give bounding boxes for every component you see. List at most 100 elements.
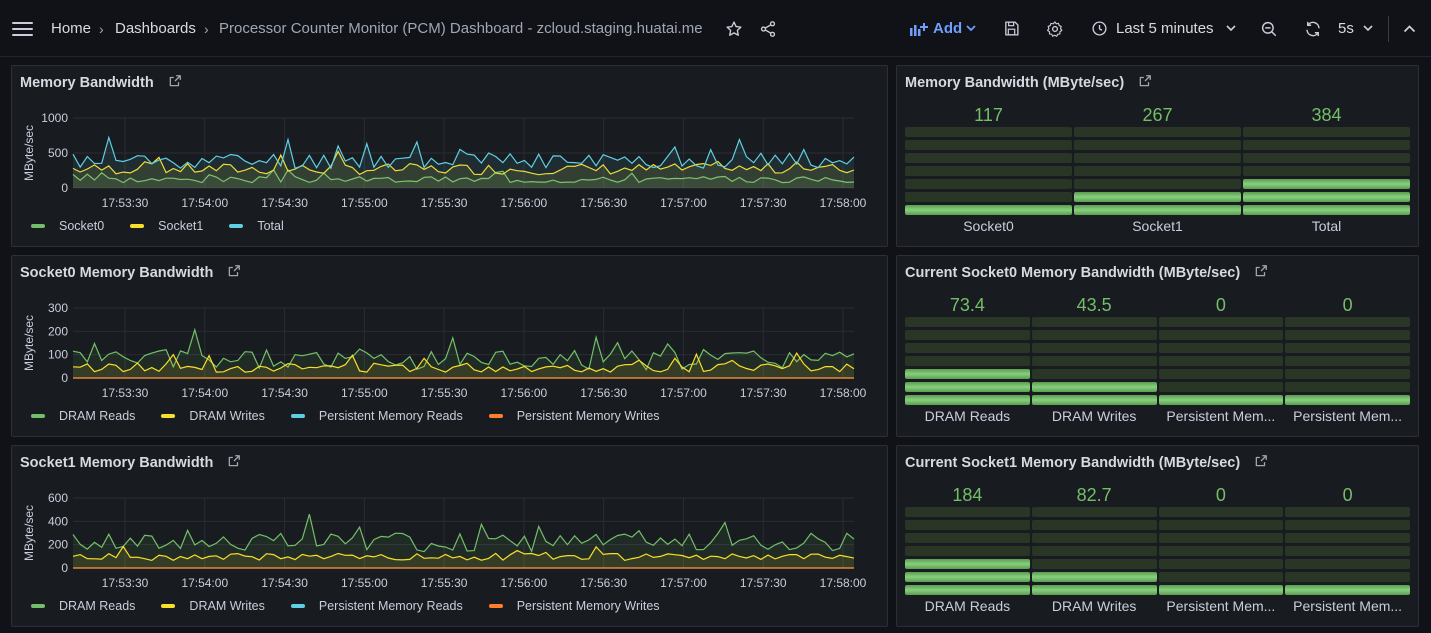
star-icon[interactable]: [725, 0, 743, 57]
gauge-cell: [1158, 317, 1284, 327]
series-line[interactable]: [72, 168, 855, 184]
external-link-icon[interactable]: [1254, 454, 1268, 472]
y-tick-label: 200: [48, 324, 68, 338]
panel-title[interactable]: Socket0 Memory Bandwidth: [20, 265, 214, 281]
refresh-interval-picker[interactable]: 5s: [1338, 0, 1373, 57]
gauge-label: Socket1: [1132, 218, 1183, 234]
series-line[interactable]: [72, 514, 855, 553]
menu-icon[interactable]: [12, 0, 34, 57]
external-link-icon[interactable]: [1254, 264, 1268, 282]
time-series-chart[interactable]: 600 400 200 0 17:53:30 17:54:00 17:54:30 17:55:…: [12, 446, 889, 628]
gauge-cell: [905, 205, 1072, 215]
x-tick-label: 17:57:00: [660, 576, 707, 590]
breadcrumb-home[interactable]: Home: [51, 20, 92, 37]
gauge-cell: [1074, 205, 1241, 215]
x-tick-label: 17:54:00: [181, 386, 228, 400]
gauge-cell: [1158, 395, 1284, 405]
gauge-value: 43.5: [1076, 295, 1112, 315]
series-line[interactable]: [72, 545, 855, 562]
memory-bandwidth-gauge-panel: Memory Bandwidth (MByte/sec) 117 Socket0 2…: [896, 65, 1419, 247]
x-tick-label: 17:57:00: [660, 196, 707, 210]
gauge-cell: [905, 520, 1030, 530]
legend-item[interactable]: Socket0: [22, 219, 104, 233]
socket1-current-bandwidth-panel: Current Socket1 Memory Bandwidth (MByte/…: [896, 445, 1419, 627]
panel-title[interactable]: Current Socket1 Memory Bandwidth (MByte/…: [905, 455, 1241, 471]
gauge-label: Total: [1311, 218, 1342, 234]
chevron-down-icon: [1225, 25, 1236, 32]
legend-item[interactable]: DRAM Writes: [152, 599, 265, 613]
top-navbar: Home › Dashboards › Processor Counter Mo…: [0, 0, 1431, 57]
gauge-cell: [1243, 153, 1410, 163]
external-link-icon[interactable]: [227, 264, 241, 282]
panel-title[interactable]: Current Socket0 Memory Bandwidth (MByte/…: [905, 265, 1241, 281]
external-link-icon[interactable]: [227, 454, 241, 472]
chevron-up-icon[interactable]: [1403, 0, 1416, 57]
legend-item[interactable]: DRAM Reads: [22, 599, 135, 613]
panel-title[interactable]: Memory Bandwidth (MByte/sec): [905, 75, 1125, 91]
legend-label: Persistent Memory Reads: [318, 599, 463, 613]
series-area: [73, 151, 854, 188]
series-line[interactable]: [72, 352, 855, 373]
gauge-label: DRAM Writes: [1051, 598, 1137, 614]
gauge-cell: [905, 546, 1030, 556]
legend-item[interactable]: Persistent Memory Writes: [480, 599, 660, 613]
legend-item[interactable]: Socket1: [121, 219, 203, 233]
gauge-cell: [1158, 343, 1284, 353]
panel-title[interactable]: Socket1 Memory Bandwidth: [20, 455, 214, 471]
gauge-cell: [905, 179, 1072, 189]
legend-item[interactable]: DRAM Writes: [152, 409, 265, 423]
gauge-cell: [1031, 559, 1157, 569]
gauge-cell: [1285, 559, 1410, 569]
y-tick-label: 500: [48, 146, 68, 160]
gauge-cell: [1158, 559, 1284, 569]
gauge-cell: [1285, 317, 1410, 327]
external-link-icon[interactable]: [1138, 74, 1152, 92]
series-line[interactable]: [72, 327, 855, 371]
gauge-cell: [1285, 330, 1410, 340]
gauge-cell: [1031, 546, 1157, 556]
y-tick-label: 200: [48, 538, 68, 552]
series-line[interactable]: [72, 150, 855, 176]
legend-item[interactable]: Persistent Memory Reads: [282, 599, 463, 613]
page-title: Processor Counter Monitor (PCM) Dashboar…: [219, 20, 703, 37]
legend-label: DRAM Reads: [59, 599, 136, 613]
x-tick-label: 17:58:00: [820, 386, 867, 400]
gauge-cell: [905, 192, 1072, 202]
gauge-cell: [1031, 585, 1157, 595]
share-icon[interactable]: [759, 0, 777, 57]
panel-title[interactable]: Memory Bandwidth: [20, 75, 154, 91]
legend-item[interactable]: DRAM Reads: [22, 409, 135, 423]
time-series-chart[interactable]: 300 200 100 0 17:53:30 17:54:00 17:54:30 17:55:…: [12, 256, 889, 438]
save-icon[interactable]: [1003, 0, 1020, 57]
x-tick-label: 17:58:00: [820, 576, 867, 590]
legend-label: Socket0: [59, 219, 105, 233]
y-tick-label: 300: [48, 301, 68, 315]
gauge-cell: [905, 369, 1030, 379]
gauge-cell: [905, 127, 1072, 137]
legend-label: Persistent Memory Writes: [516, 599, 660, 613]
gauge-value: 117: [974, 105, 1003, 125]
x-tick-label: 17:55:00: [341, 196, 388, 210]
legend-item[interactable]: Total: [220, 219, 284, 233]
add-button[interactable]: Add: [910, 0, 976, 57]
gauge-cell: [1243, 140, 1410, 150]
series-line[interactable]: [72, 135, 855, 170]
refresh-icon[interactable]: [1304, 0, 1322, 57]
gauge-value: 82.7: [1076, 485, 1112, 505]
time-series-chart[interactable]: 1000 500 0 17:53:30 17:54:00 17:54:30 17:55:00…: [12, 66, 889, 248]
legend-item[interactable]: Persistent Memory Writes: [480, 409, 660, 423]
gauge-label: Persistent Mem...: [1166, 598, 1276, 614]
gauge-value: 184: [952, 485, 983, 505]
breadcrumb-dashboards[interactable]: Dashboards: [115, 20, 196, 37]
gear-icon[interactable]: [1046, 0, 1064, 57]
gauge-label: Persistent Mem...: [1293, 598, 1403, 614]
time-range-picker[interactable]: Last 5 minutes: [1091, 0, 1236, 57]
external-link-icon[interactable]: [168, 74, 182, 92]
legend-item[interactable]: Persistent Memory Reads: [282, 409, 463, 423]
legend-label: Total: [257, 219, 284, 233]
legend-label: Socket1: [158, 219, 204, 233]
legend-label: DRAM Writes: [189, 409, 265, 423]
gauge-cell: [905, 395, 1030, 405]
zoom-out-icon[interactable]: [1260, 0, 1278, 57]
legend-label: DRAM Reads: [59, 409, 136, 423]
